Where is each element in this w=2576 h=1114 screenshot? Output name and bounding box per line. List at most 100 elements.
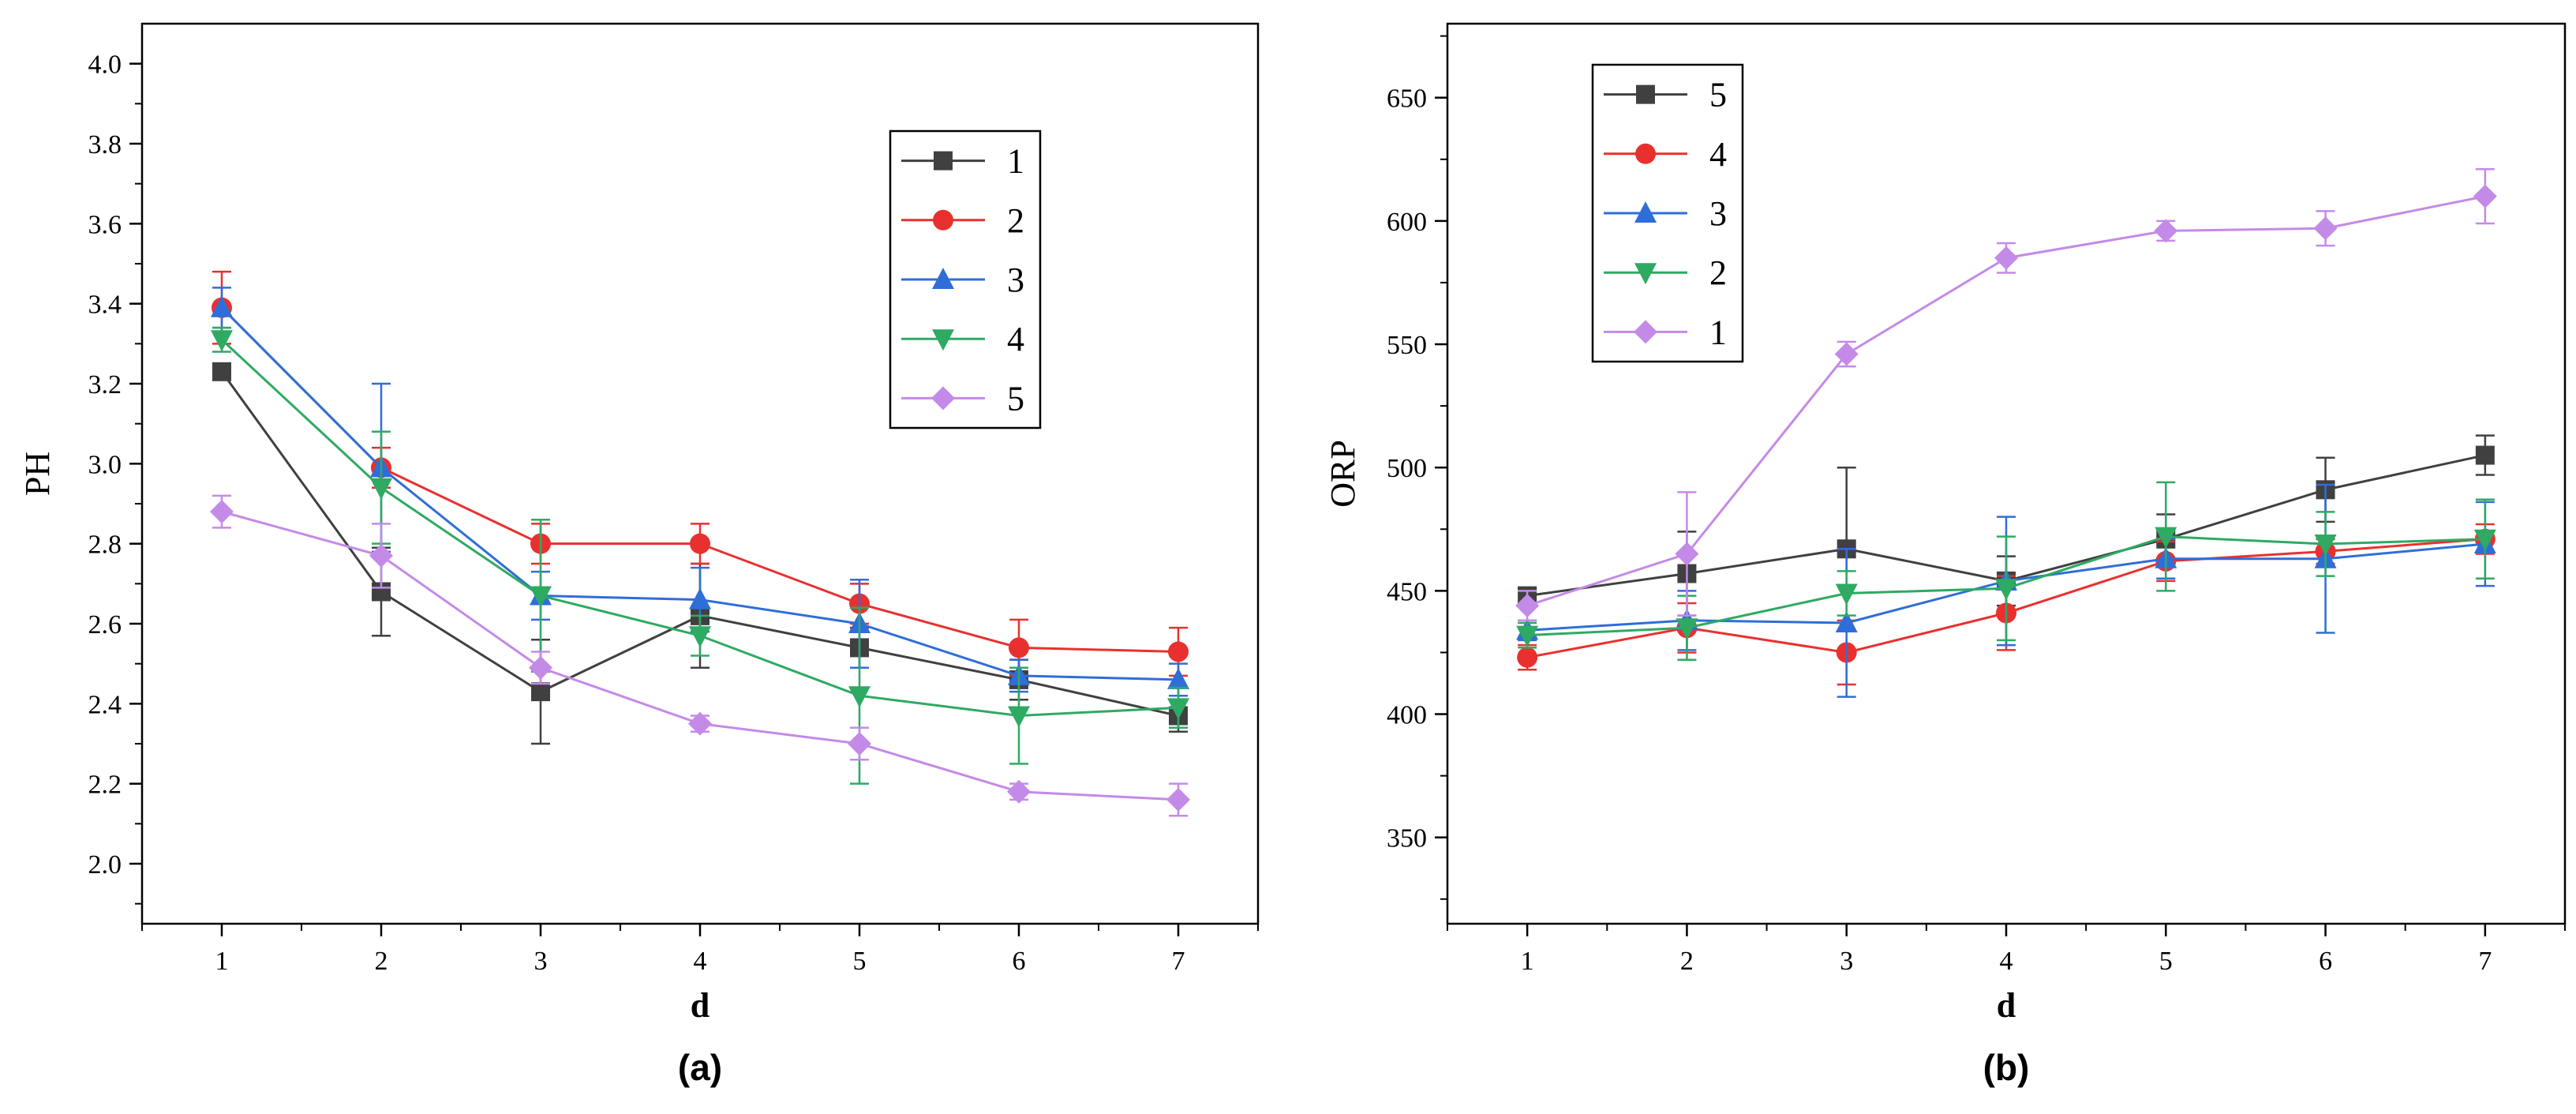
data-point bbox=[1675, 542, 1699, 566]
y-tick-label: 3.0 bbox=[88, 450, 122, 479]
panel-caption: (b) bbox=[1983, 1047, 2030, 1088]
legend-marker bbox=[1634, 263, 1657, 285]
y-axis-title: ORP bbox=[1324, 440, 1362, 508]
y-tick-label: 3.8 bbox=[88, 130, 122, 159]
data-point bbox=[1167, 667, 1189, 689]
y-tick-label: 3.2 bbox=[88, 370, 122, 399]
y-tick-label: 2.2 bbox=[88, 771, 122, 800]
data-point bbox=[211, 330, 233, 352]
legend-label: 5 bbox=[1007, 379, 1024, 418]
panel-a-ph-chart: 2.0 2.2 2.4 2.6 2.8 3.0 3.2 3.4 3.6 3.8 4.0 1 2 3 4 5 6 7… bbox=[18, 22, 1260, 1088]
data-point bbox=[2313, 216, 2338, 241]
x-tick-label: 7 bbox=[2478, 947, 2492, 976]
data-point bbox=[369, 543, 393, 568]
data-point bbox=[370, 478, 392, 500]
x-tick-label: 6 bbox=[2319, 947, 2332, 976]
data-point bbox=[2473, 184, 2497, 208]
data-point bbox=[690, 533, 710, 554]
data-point bbox=[1517, 647, 1538, 668]
data-point bbox=[689, 587, 711, 610]
data-point bbox=[529, 655, 552, 680]
legend-marker bbox=[934, 151, 953, 171]
data-point bbox=[2155, 527, 2177, 549]
legend-label: 5 bbox=[1709, 76, 1727, 114]
legend: 5 4 3 2 1 bbox=[1591, 63, 1744, 363]
legend-marker bbox=[1636, 84, 1655, 104]
data-point bbox=[1166, 787, 1190, 812]
data-point bbox=[1994, 246, 2018, 270]
x-tick-label: 3 bbox=[534, 947, 548, 976]
data-point bbox=[1516, 625, 1539, 647]
legend-label: 4 bbox=[1709, 135, 1727, 174]
data-point bbox=[1835, 583, 1858, 606]
x-tick-label: 2 bbox=[375, 947, 388, 976]
data-point bbox=[212, 362, 231, 381]
legend-marker bbox=[932, 329, 954, 351]
data-point bbox=[848, 686, 871, 708]
legend-marker bbox=[931, 386, 955, 411]
data-point bbox=[1835, 610, 1858, 632]
legend-marker bbox=[932, 268, 954, 289]
legend-label: 1 bbox=[1709, 313, 1727, 351]
x-tick-label: 4 bbox=[2000, 947, 2013, 976]
series-4 bbox=[211, 326, 1189, 785]
legend-label: 1 bbox=[1007, 142, 1024, 181]
plot-frame bbox=[140, 22, 1260, 925]
series-1 bbox=[1515, 168, 2497, 622]
y-tick-label: 3.6 bbox=[88, 210, 122, 239]
panel-b-orp-chart: 350 400 450 500 550 600 650 1 2 3 4 5 6 7 d ORP 5 4 3 2 1 (b) bbox=[1324, 22, 2567, 1088]
data-point bbox=[2473, 529, 2496, 551]
legend-marker bbox=[1635, 143, 1656, 164]
data-point bbox=[531, 682, 550, 702]
panel-caption: (a) bbox=[678, 1047, 722, 1088]
y-tick-label: 4.0 bbox=[88, 51, 122, 80]
y-tick-label: 550 bbox=[1387, 331, 1427, 360]
x-tick-label: 7 bbox=[1172, 947, 1185, 976]
data-point bbox=[1167, 698, 1189, 720]
x-tick-label: 2 bbox=[1680, 947, 1694, 976]
legend-label: 3 bbox=[1007, 261, 1024, 299]
series-5 bbox=[210, 494, 1190, 817]
series-2 bbox=[1516, 481, 2496, 662]
data-point bbox=[2475, 445, 2495, 465]
data-point bbox=[1009, 637, 1029, 658]
data-point bbox=[1168, 641, 1189, 662]
x-tick-label: 1 bbox=[215, 947, 229, 976]
y-tick-label: 2.0 bbox=[88, 850, 122, 880]
legend-marker bbox=[933, 209, 953, 231]
data-point bbox=[1008, 706, 1030, 728]
data-point bbox=[530, 586, 552, 608]
data-point bbox=[2154, 219, 2178, 243]
x-axis-title: d bbox=[691, 986, 710, 1025]
y-tick-label: 3.4 bbox=[88, 291, 122, 320]
y-tick-label: 400 bbox=[1387, 701, 1427, 730]
legend-marker bbox=[1634, 201, 1657, 223]
x-tick-label: 5 bbox=[2159, 947, 2173, 976]
legend-label: 4 bbox=[1007, 320, 1024, 358]
legend-marker bbox=[1634, 320, 1657, 344]
x-axis-title: d bbox=[1997, 986, 2016, 1025]
y-tick-label: 2.4 bbox=[88, 690, 122, 719]
data-point bbox=[1007, 779, 1031, 804]
y-tick-label: 450 bbox=[1387, 577, 1427, 606]
data-point bbox=[2314, 534, 2337, 557]
y-axis-title: PH bbox=[18, 452, 57, 496]
y-tick-label: 500 bbox=[1387, 454, 1427, 483]
y-tick-label: 600 bbox=[1387, 208, 1427, 237]
legend: 1 2 3 4 5 bbox=[889, 129, 1042, 429]
x-tick-label: 1 bbox=[1521, 947, 1534, 976]
data-point bbox=[1676, 618, 1698, 640]
x-tick-label: 4 bbox=[694, 947, 707, 976]
data-point bbox=[1515, 594, 1540, 618]
data-point bbox=[1995, 579, 2017, 601]
data-point bbox=[210, 500, 234, 524]
data-point bbox=[848, 732, 871, 756]
y-tick-label: 350 bbox=[1387, 824, 1427, 853]
y-tick-label: 2.6 bbox=[88, 610, 122, 640]
y-tick-label: 650 bbox=[1387, 84, 1427, 114]
x-tick-label: 5 bbox=[853, 947, 867, 976]
legend-label: 3 bbox=[1709, 194, 1727, 233]
data-point bbox=[688, 711, 712, 736]
legend-label: 2 bbox=[1709, 253, 1727, 292]
